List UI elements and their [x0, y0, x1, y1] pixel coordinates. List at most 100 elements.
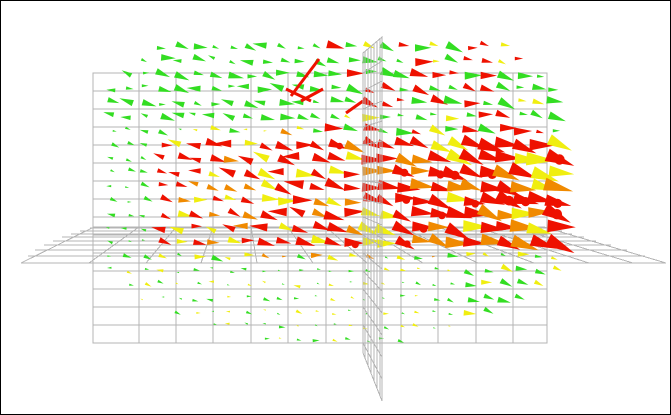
vector-glyph [397, 182, 421, 193]
vector-glyph [224, 257, 231, 261]
vector-glyph [292, 195, 313, 205]
vector-glyph [311, 152, 331, 163]
vector-glyph [414, 310, 420, 314]
vector-glyph [141, 84, 149, 88]
vector-glyph [128, 213, 135, 217]
vector-glyph [243, 128, 248, 131]
vector-glyph [158, 237, 172, 245]
vector-glyph [314, 295, 318, 297]
vector-glyph [411, 166, 431, 175]
vector-glyph [395, 152, 417, 167]
vector-glyph [394, 136, 414, 147]
vector-glyph [326, 57, 340, 64]
vector-glyph [401, 312, 405, 315]
vector-glyph [510, 234, 539, 251]
vector-glyph [415, 114, 428, 121]
vector-glyph [160, 194, 173, 203]
vector-glyph [309, 182, 325, 190]
vector-glyph [514, 56, 524, 61]
vector-glyph [299, 269, 304, 272]
vector-glyph [412, 196, 434, 206]
vector-glyph [240, 196, 255, 204]
vector-glyph [269, 83, 285, 92]
vector-glyph [105, 227, 110, 229]
vector-glyph [400, 168, 409, 177]
vector-glyph [492, 164, 520, 181]
vector-glyph [242, 113, 253, 119]
vector-glyph [430, 112, 437, 116]
vector-glyph [171, 112, 185, 119]
vector-glyph [129, 283, 134, 286]
vector-glyph [554, 154, 565, 165]
vector-glyph [458, 148, 484, 165]
vector-glyph [106, 213, 116, 218]
vector-glyph [158, 129, 169, 136]
vector-glyph [211, 85, 222, 91]
vector-glyph [242, 211, 258, 220]
vector-glyph [397, 339, 405, 343]
vector-glyph [257, 167, 276, 180]
vector-glyph [127, 141, 135, 146]
vector-glyph [262, 59, 273, 64]
vector-glyph [482, 252, 490, 257]
vector-glyph [186, 143, 201, 150]
vector-glyph [160, 212, 172, 220]
vector-glyph [140, 58, 147, 63]
vector-glyph [206, 298, 214, 302]
vector-glyph [517, 72, 534, 80]
vector-glyph [445, 236, 472, 249]
vector-glyph [140, 181, 150, 188]
vector-glyph [328, 70, 342, 77]
vector-glyph [552, 265, 562, 271]
vector-glyph [448, 325, 451, 327]
vector-glyph [177, 152, 193, 160]
vector-glyph [276, 296, 283, 301]
vector-glyph [188, 112, 196, 116]
vector-glyph [140, 228, 147, 232]
vector-glyph [481, 279, 493, 285]
vector-glyph [543, 177, 574, 192]
vector-glyph [127, 201, 132, 203]
vector-glyph [332, 313, 337, 315]
vector-glyph [263, 130, 267, 132]
vector-glyph [433, 59, 440, 63]
vector-glyph [278, 325, 286, 329]
vector-glyph [263, 297, 271, 302]
vector-glyph [499, 123, 518, 132]
vector-glyph [480, 71, 497, 80]
vector-glyph [528, 207, 553, 218]
vector-glyph [210, 125, 221, 131]
vector-glyph [467, 297, 480, 303]
vector-glyph [189, 157, 202, 164]
vector-glyph [161, 296, 165, 298]
vector-glyph [377, 179, 402, 190]
vector-glyph [316, 268, 321, 270]
vector-glyph [141, 239, 146, 241]
vector-glyph [281, 152, 300, 160]
vector-glyph [444, 222, 471, 240]
vector-glyph [230, 270, 235, 273]
vector-glyph [143, 195, 153, 202]
vector-glyph [141, 99, 157, 107]
vector-glyph [205, 226, 217, 234]
vector-glyphs [103, 40, 576, 343]
vector-glyph [463, 56, 473, 61]
vector-glyph [384, 256, 389, 259]
vector-glyph [260, 210, 278, 221]
vector-glyph [280, 113, 296, 121]
vector-glyph [161, 142, 173, 148]
vector-glyph [483, 100, 494, 105]
vector-glyph [402, 281, 405, 283]
vector-glyph [398, 42, 410, 47]
vector-glyph [328, 283, 334, 286]
vector-glyph [545, 233, 575, 254]
vector-glyph [312, 43, 321, 49]
vector-glyph [247, 283, 252, 286]
vector-glyph [396, 255, 406, 260]
vector-glyph [263, 309, 266, 311]
vector-glyph [348, 269, 354, 273]
vector-glyph [227, 207, 241, 217]
vector-glyph [332, 338, 338, 342]
